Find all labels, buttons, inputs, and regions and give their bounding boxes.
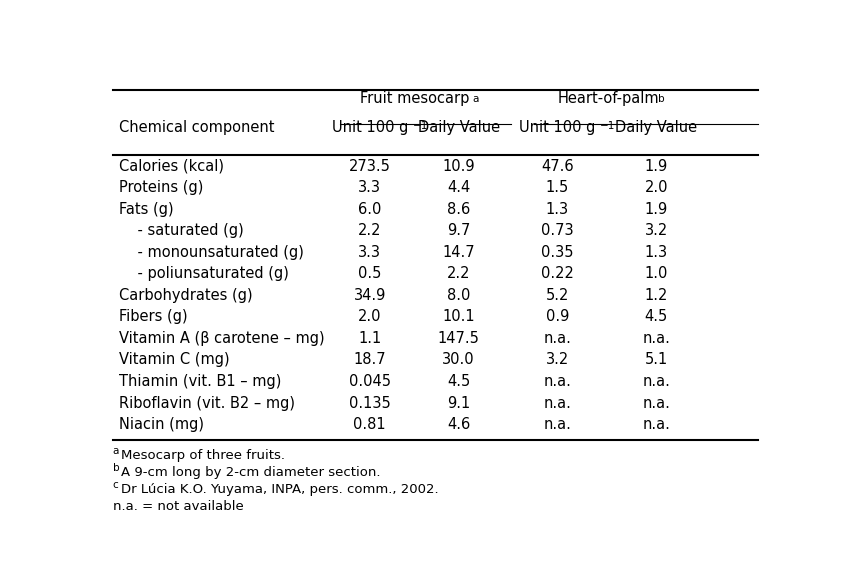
Text: Fibers (g): Fibers (g) xyxy=(119,310,188,324)
Text: Carbohydrates (g): Carbohydrates (g) xyxy=(119,288,253,303)
Text: 4.4: 4.4 xyxy=(447,180,470,195)
Text: Dr Lúcia K.O. Yuyama, INPA, pers. comm., 2002.: Dr Lúcia K.O. Yuyama, INPA, pers. comm.,… xyxy=(121,483,439,496)
Text: 1.1: 1.1 xyxy=(358,331,382,346)
Text: 9.1: 9.1 xyxy=(447,395,470,410)
Text: 8.0: 8.0 xyxy=(447,288,470,303)
Text: 1.5: 1.5 xyxy=(546,180,570,195)
Text: 5.2: 5.2 xyxy=(546,288,570,303)
Text: 3.2: 3.2 xyxy=(546,353,570,367)
Text: 1.9: 1.9 xyxy=(644,202,668,217)
Text: - poliunsaturated (g): - poliunsaturated (g) xyxy=(119,266,289,281)
Text: 34.9: 34.9 xyxy=(354,288,386,303)
Text: 1.3: 1.3 xyxy=(645,245,668,259)
Text: 0.73: 0.73 xyxy=(541,223,574,238)
Text: 0.81: 0.81 xyxy=(354,417,386,432)
Text: b: b xyxy=(113,463,120,473)
Text: 10.1: 10.1 xyxy=(442,310,475,324)
Text: 6.0: 6.0 xyxy=(358,202,382,217)
Text: 30.0: 30.0 xyxy=(442,353,475,367)
Text: 2.0: 2.0 xyxy=(358,310,382,324)
Text: Heart-of-palm: Heart-of-palm xyxy=(558,91,659,106)
Text: n.a.: n.a. xyxy=(543,395,571,410)
Text: Thiamin (vit. B1 – mg): Thiamin (vit. B1 – mg) xyxy=(119,374,282,389)
Text: 1.2: 1.2 xyxy=(644,288,668,303)
Text: 1.3: 1.3 xyxy=(546,202,569,217)
Text: 0.35: 0.35 xyxy=(541,245,574,259)
Text: 4.5: 4.5 xyxy=(447,374,470,389)
Text: Daily Value: Daily Value xyxy=(417,120,500,135)
Text: 3.2: 3.2 xyxy=(644,223,668,238)
Text: 0.135: 0.135 xyxy=(348,395,391,410)
Text: Fats (g): Fats (g) xyxy=(119,202,174,217)
Text: Unit 100 g: Unit 100 g xyxy=(332,120,408,135)
Text: 9.7: 9.7 xyxy=(447,223,470,238)
Text: n.a. = not available: n.a. = not available xyxy=(113,500,244,514)
Text: 3.3: 3.3 xyxy=(358,245,382,259)
Text: 1.0: 1.0 xyxy=(644,266,668,281)
Text: Vitamin C (mg): Vitamin C (mg) xyxy=(119,353,230,367)
Text: Mesocarp of three fruits.: Mesocarp of three fruits. xyxy=(121,449,285,462)
Text: 3.3: 3.3 xyxy=(358,180,382,195)
Text: 2.2: 2.2 xyxy=(447,266,470,281)
Text: Chemical component: Chemical component xyxy=(119,120,275,135)
Text: 14.7: 14.7 xyxy=(442,245,475,259)
Text: - monounsaturated (g): - monounsaturated (g) xyxy=(119,245,304,259)
Text: n.a.: n.a. xyxy=(643,374,671,389)
Text: 147.5: 147.5 xyxy=(438,331,479,346)
Text: −1: −1 xyxy=(600,121,615,131)
Text: a: a xyxy=(473,94,479,104)
Text: Calories (kcal): Calories (kcal) xyxy=(119,159,224,174)
Text: n.a.: n.a. xyxy=(543,374,571,389)
Text: a: a xyxy=(113,445,119,456)
Text: 2.2: 2.2 xyxy=(358,223,382,238)
Text: Unit 100 g: Unit 100 g xyxy=(519,120,596,135)
Text: 0.5: 0.5 xyxy=(358,266,382,281)
Text: A 9-cm long by 2-cm diameter section.: A 9-cm long by 2-cm diameter section. xyxy=(121,466,380,479)
Text: 4.5: 4.5 xyxy=(644,310,668,324)
Text: n.a.: n.a. xyxy=(543,331,571,346)
Text: 0.9: 0.9 xyxy=(546,310,570,324)
Text: b: b xyxy=(658,94,664,104)
Text: c: c xyxy=(113,480,119,490)
Text: n.a.: n.a. xyxy=(643,395,671,410)
Text: Vitamin A (β carotene – mg): Vitamin A (β carotene – mg) xyxy=(119,331,325,346)
Text: - saturated (g): - saturated (g) xyxy=(119,223,244,238)
Text: 18.7: 18.7 xyxy=(354,353,386,367)
Text: Daily Value: Daily Value xyxy=(615,120,697,135)
Text: 5.1: 5.1 xyxy=(644,353,668,367)
Text: 8.6: 8.6 xyxy=(447,202,470,217)
Text: 1.9: 1.9 xyxy=(644,159,668,174)
Text: Niacin (mg): Niacin (mg) xyxy=(119,417,204,432)
Text: 0.045: 0.045 xyxy=(348,374,391,389)
Text: n.a.: n.a. xyxy=(543,417,571,432)
Text: n.a.: n.a. xyxy=(643,417,671,432)
Text: 273.5: 273.5 xyxy=(348,159,391,174)
Text: Proteins (g): Proteins (g) xyxy=(119,180,204,195)
Text: 2.0: 2.0 xyxy=(644,180,668,195)
Text: 47.6: 47.6 xyxy=(541,159,574,174)
Text: Fruit mesocarp: Fruit mesocarp xyxy=(360,91,469,106)
Text: 4.6: 4.6 xyxy=(447,417,470,432)
Text: −1: −1 xyxy=(412,121,428,131)
Text: 10.9: 10.9 xyxy=(442,159,475,174)
Text: 0.22: 0.22 xyxy=(541,266,574,281)
Text: n.a.: n.a. xyxy=(643,331,671,346)
Text: Riboflavin (vit. B2 – mg): Riboflavin (vit. B2 – mg) xyxy=(119,395,296,410)
